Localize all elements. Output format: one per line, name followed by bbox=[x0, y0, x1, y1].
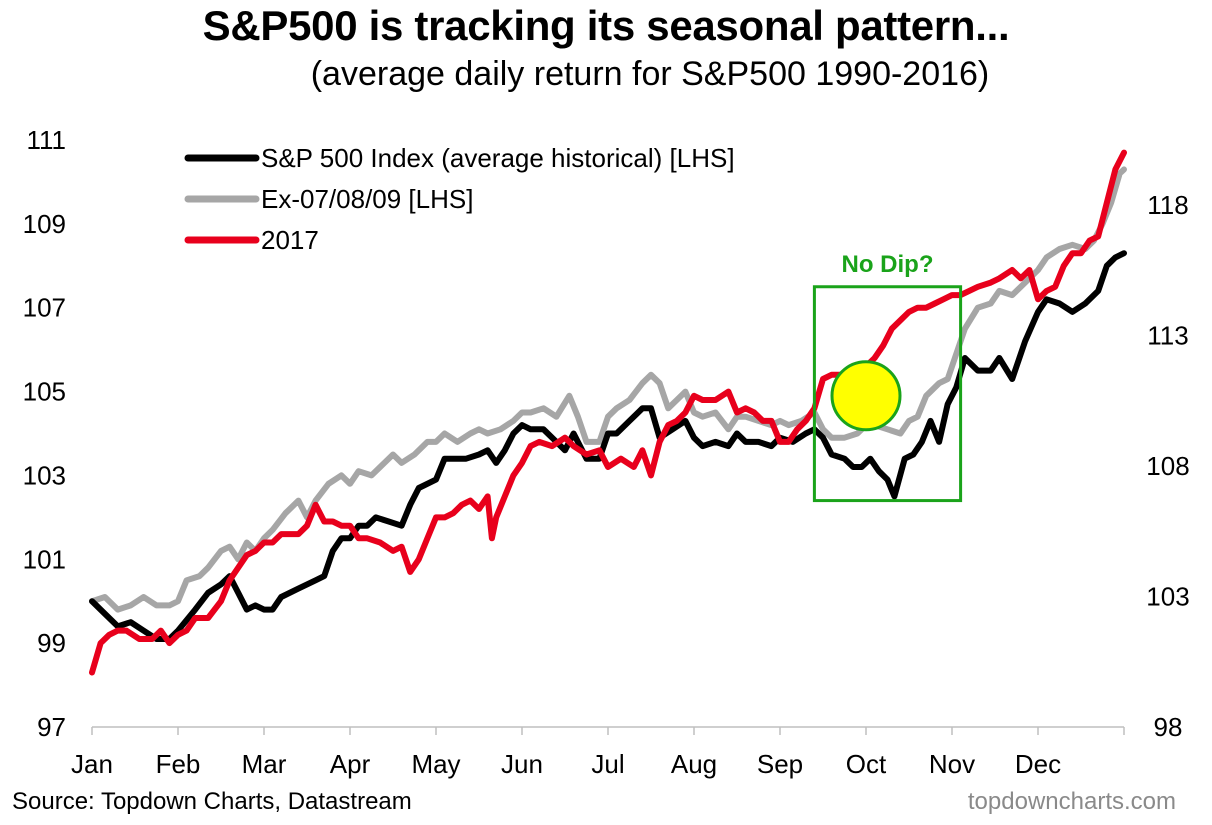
x-tick-label: May bbox=[411, 749, 460, 779]
x-tick-label: Sep bbox=[757, 749, 803, 779]
legend-entry: S&P 500 Index (average historical) [LHS] bbox=[261, 143, 735, 173]
y-right-tick-label: 113 bbox=[1147, 321, 1188, 351]
x-tick-label: Nov bbox=[929, 749, 975, 779]
source-note: Source: Topdown Charts, Datastream bbox=[12, 788, 412, 815]
series-line-0 bbox=[89, 250, 1127, 642]
y-left-tick-label: 107 bbox=[23, 293, 66, 323]
brand-watermark: topdowncharts.com bbox=[967, 788, 1176, 815]
y-left-tick-label: 109 bbox=[23, 209, 66, 239]
annotation-circle bbox=[830, 360, 902, 432]
x-tick-label: Apr bbox=[330, 749, 371, 779]
y-right-tick-label: 108 bbox=[1146, 451, 1189, 481]
x-tick-label: Jun bbox=[501, 749, 543, 779]
y-left-tick-label: 105 bbox=[23, 377, 66, 407]
chart-subtitle: (average daily return for S&P500 1990-20… bbox=[310, 55, 990, 93]
x-tick-label: Aug bbox=[671, 749, 717, 779]
x-tick-label: Dec bbox=[1015, 749, 1061, 779]
x-tick-label: Jan bbox=[71, 749, 113, 779]
chart-title: S&P500 is tracking its seasonal pattern.… bbox=[202, 2, 1010, 49]
y-right-tick-label: 118 bbox=[1147, 190, 1188, 220]
legend-entry: Ex-07/08/09 [LHS] bbox=[261, 184, 473, 214]
y-left-tick-label: 97 bbox=[37, 712, 66, 742]
series-line-2 bbox=[89, 149, 1127, 676]
y-right-tick-label: 103 bbox=[1146, 582, 1189, 612]
y-left-tick-label: 99 bbox=[37, 628, 66, 658]
y-left-tick-label: 111 bbox=[26, 125, 66, 155]
x-tick-label: Oct bbox=[846, 749, 887, 779]
x-tick-label: Feb bbox=[156, 749, 201, 779]
x-tick-label: Mar bbox=[242, 749, 287, 779]
series-line-1 bbox=[89, 166, 1127, 613]
y-right-tick-label: 98 bbox=[1154, 712, 1183, 742]
annotation-box bbox=[812, 285, 963, 503]
chart-axes: Jan Feb Mar Apr May Jun Jul Aug Sep Oct Nov Dec 97 99… bbox=[23, 125, 1190, 779]
chart-series bbox=[89, 149, 1127, 676]
y-left-tick-label: 103 bbox=[23, 460, 66, 490]
annotation-label: No Dip? bbox=[842, 251, 934, 278]
chart-legend: S&P 500 Index (average historical) [LHS]… bbox=[184, 143, 735, 255]
x-tick-label: Jul bbox=[591, 749, 624, 779]
chart-annotation: No Dip? bbox=[812, 251, 963, 503]
y-left-tick-label: 101 bbox=[23, 544, 66, 574]
legend-entry: 2017 bbox=[261, 225, 319, 255]
